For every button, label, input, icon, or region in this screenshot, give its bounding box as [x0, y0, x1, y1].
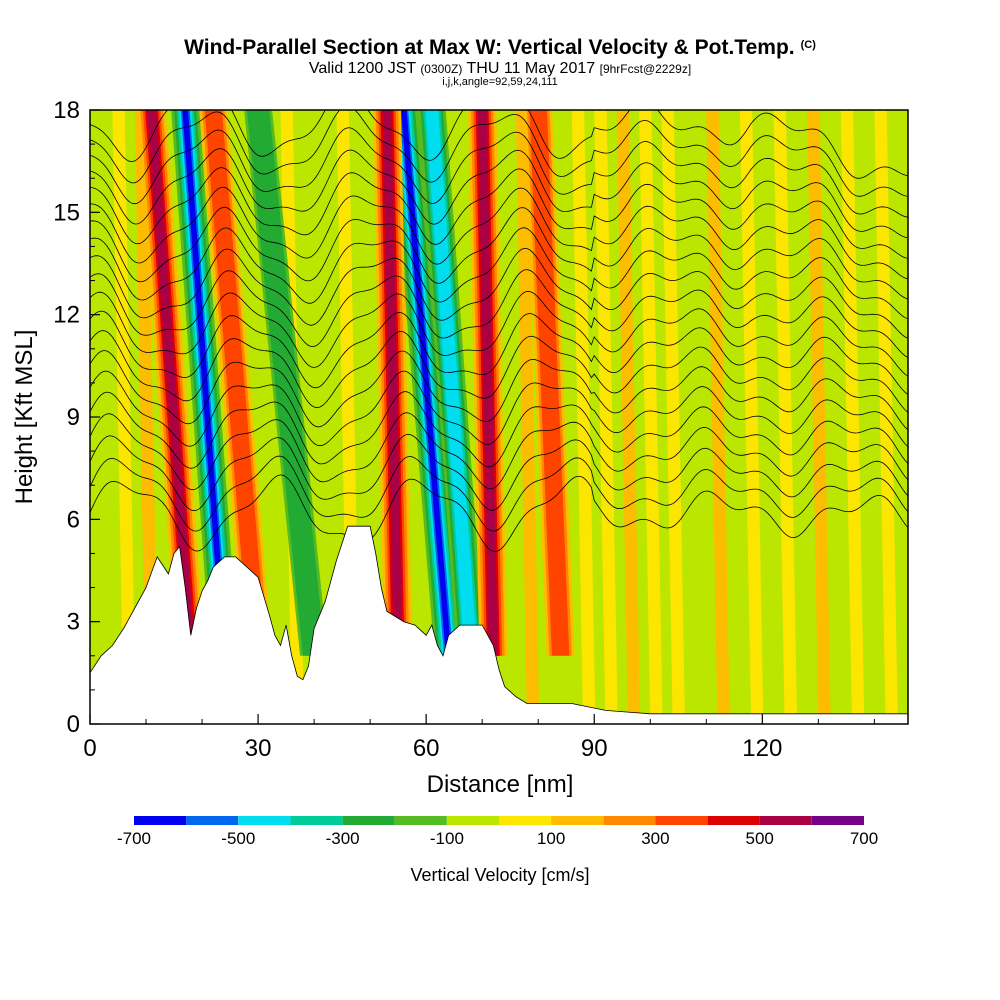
weak-updraft-streak: [706, 110, 730, 724]
y-tick-label: 15: [53, 199, 80, 226]
colorbar-segment: [707, 816, 760, 825]
y-tick-label: 18: [53, 97, 80, 124]
y-tick-label: 3: [67, 609, 80, 636]
valid-time-line: Valid 1200 JST (0300Z) THU 11 May 2017 […: [0, 60, 1000, 78]
weak-updraft-streak: [112, 110, 136, 724]
terrain: [90, 525, 908, 724]
copyright-mark: (C): [800, 39, 816, 51]
colorbar-segment: [759, 816, 812, 825]
chart-title-text: Wind-Parallel Section at Max W: Vertical…: [184, 36, 795, 59]
colorbar-segment: [134, 816, 187, 825]
colorbar-segment: [394, 816, 447, 825]
theta-contour-line: [90, 412, 908, 491]
updraft-band: [147, 110, 196, 656]
theta-contour-line: [90, 350, 908, 431]
colorbar: -700 -500 -300 -100 100 300 500 700: [117, 816, 878, 848]
theta-contour-line: [90, 269, 908, 358]
updraft-band: [529, 110, 570, 656]
forecast-label: [9hrFcst@2229z]: [599, 62, 692, 76]
section-indices: i,j,k,angle=92,59,24,111: [442, 76, 558, 88]
colorbar-segment: [446, 816, 499, 825]
theta-contour-line: [90, 370, 908, 448]
colorbar-segment: [342, 816, 395, 825]
weak-updraft-streak: [874, 110, 898, 724]
colorbar-segment: [811, 816, 864, 825]
theta-contour-line: [90, 186, 908, 280]
theta-contour-line: [90, 110, 908, 179]
colorbar-segment: [186, 816, 239, 825]
weak-updraft-streak: [661, 110, 685, 724]
theta-contour-line: [90, 110, 908, 197]
y-tick-label: 6: [67, 506, 80, 533]
valid-date: THU 11 May 2017: [466, 60, 596, 77]
colorbar-segment: [551, 816, 604, 825]
downdraft-band: [425, 110, 478, 656]
colorbar-tick-label: -700: [117, 829, 151, 848]
y-tick-label: 12: [53, 302, 80, 329]
theta-contour-line: [90, 310, 908, 395]
theta-contour-line: [90, 167, 908, 259]
y-tick-label: 0: [67, 711, 80, 738]
colorbar-segment: [603, 816, 656, 825]
terrain-surface: [90, 525, 908, 724]
theta-contour-line: [90, 127, 908, 218]
theta-contour-line: [90, 330, 908, 413]
colorbar-segment: [238, 816, 291, 825]
weak-updraft-streak: [840, 110, 865, 724]
colorbar-tick-label: -300: [326, 829, 360, 848]
colorbar-tick-label: 500: [746, 829, 774, 848]
valid-utc: (0300Z): [420, 62, 463, 76]
y-tick-label: 9: [67, 404, 80, 431]
weak-updraft-streak: [807, 110, 831, 724]
chart-title: Wind-Parallel Section at Max W: Vertical…: [0, 36, 1000, 60]
x-tick-label: 60: [413, 735, 440, 762]
colorbar-segment: [655, 816, 708, 825]
x-tick-label: 90: [581, 735, 608, 762]
y-axis-label: Height [Kft MSL]: [11, 330, 38, 505]
weak-updraft-streak: [515, 110, 540, 724]
downdraft-band: [246, 110, 326, 656]
colorbar-tick-label: 100: [537, 829, 565, 848]
theta-contour-line: [90, 455, 908, 532]
weak-updraft-streak: [773, 110, 798, 724]
x-tick-label: 30: [245, 735, 272, 762]
colorbar-tick-label: -500: [221, 829, 255, 848]
x-tick-label: 0: [83, 735, 96, 762]
colorbar-segment: [499, 816, 552, 825]
theta-contour-line: [90, 391, 908, 469]
colorbar-label: Vertical Velocity [cm/s]: [410, 865, 589, 885]
colorbar-tick-label: 700: [850, 829, 878, 848]
theta-contour-line: [90, 474, 908, 552]
theta-contour-line: [90, 206, 908, 300]
weak-updraft-streak: [616, 110, 641, 724]
x-axis-label: Distance [nm]: [427, 771, 574, 798]
theta-contour-line: [90, 290, 908, 377]
theta-contours: [90, 110, 908, 552]
colorbar-segment: [290, 816, 343, 825]
updraft-band: [204, 110, 267, 656]
updraft-band: [382, 110, 403, 656]
colorbar-tick-label: -100: [430, 829, 464, 848]
valid-prefix: Valid 1200 JST: [308, 60, 416, 77]
theta-contour-line: [90, 247, 908, 339]
theta-contour-line: [90, 227, 908, 320]
axes: 0 30 60 90 120 0 3 6 9 12 15 18: [53, 97, 875, 762]
x-tick-label: 120: [742, 735, 782, 762]
theta-contour-line: [90, 433, 908, 512]
colorbar-tick-label: 300: [641, 829, 669, 848]
weak-updraft-streak: [639, 110, 663, 724]
updraft-band: [477, 110, 498, 656]
theta-contour-line: [90, 148, 908, 239]
weak-updraft-streak: [594, 110, 618, 724]
